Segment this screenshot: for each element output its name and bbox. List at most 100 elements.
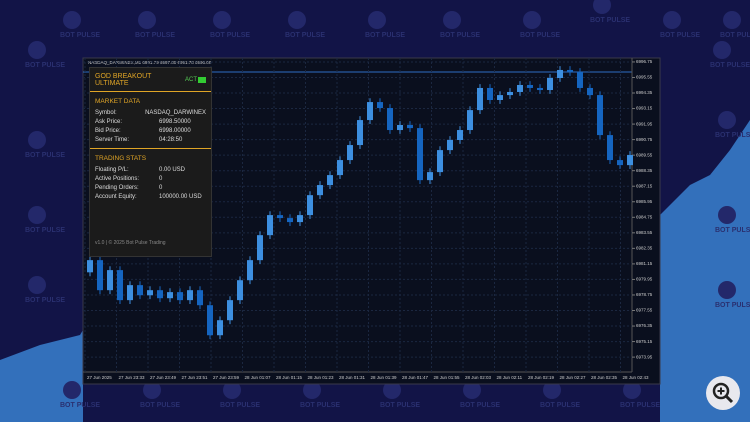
watermark-logo [28, 206, 46, 224]
candle-body [357, 120, 363, 146]
candle-body [387, 108, 393, 131]
watermark-logo [718, 206, 736, 224]
watermark: BOT PULSE [140, 402, 180, 409]
info-row: Pending Orders: 0 [90, 183, 211, 192]
info-value: 0 [159, 184, 163, 191]
watermark-logo [593, 0, 611, 14]
candle-body [397, 124, 403, 131]
time-label: 27 Jun 2025 [87, 375, 112, 380]
candle-body [457, 130, 463, 141]
price-label: 6993.15 [636, 106, 653, 111]
candle-body [417, 128, 423, 181]
watermark: BOT PULSE [25, 227, 65, 234]
info-value: 04:28:50 [159, 136, 183, 143]
price-label: 6985.95 [636, 199, 653, 204]
price-label: 6995.55 [636, 75, 653, 80]
watermark: BOT PULSE [590, 17, 630, 24]
candle-body [577, 72, 583, 88]
watermark-logo [28, 131, 46, 149]
watermark: BOT PULSE [520, 32, 560, 39]
info-label: Active Positions: [95, 175, 140, 182]
info-label: Symbol: [95, 109, 117, 116]
candle-body [507, 91, 513, 96]
price-label: 6976.35 [636, 323, 653, 328]
price-label: 6984.75 [636, 214, 653, 219]
watermark: BOT PULSE [25, 297, 65, 304]
time-label: 28 Jun 02:11 [497, 375, 523, 380]
candle-body [297, 215, 303, 223]
time-label: 28 Jun 01:31 [339, 375, 366, 380]
watermark: BOT PULSE [135, 32, 175, 39]
price-label: 6996.75 [636, 59, 653, 64]
price-label: 6981.15 [636, 261, 653, 266]
panel-sections: MARKET DATA Symbol: NASDAQ_DARWINEX Ask Pri… [90, 92, 211, 201]
candle-body [587, 87, 593, 96]
watermark-logo [383, 381, 401, 399]
price-label: 6994.35 [636, 90, 653, 95]
info-value: 6998.50000 [159, 118, 191, 125]
watermark: BOT PULSE [285, 32, 325, 39]
candle-body [487, 87, 493, 101]
watermark: BOT PULSE [715, 227, 750, 234]
candle-body [477, 87, 483, 111]
time-label: 28 Jun 02:19 [528, 375, 555, 380]
candle-body [267, 215, 273, 236]
candle-body [467, 110, 473, 131]
candle-body [277, 215, 283, 219]
watermark: BOT PULSE [440, 32, 480, 39]
time-label: 27 Jun 23:59 [213, 375, 240, 380]
info-row: Active Positions: 0 [90, 174, 211, 183]
watermark: BOT PULSE [715, 132, 750, 139]
info-row: Bid Price: 6998.00000 [90, 126, 211, 135]
panel-title: GOD BREAKOUT ULTIMATE [95, 73, 152, 87]
watermark-logo [463, 381, 481, 399]
watermark-logo [718, 111, 736, 129]
candle-body [127, 285, 133, 301]
watermark: BOT PULSE [220, 402, 260, 409]
watermark-logo [543, 381, 561, 399]
info-value: 6998.00000 [159, 127, 191, 134]
candle-body [537, 87, 543, 91]
watermark-logo [303, 381, 321, 399]
candle-body [497, 95, 503, 101]
watermark-logo [368, 11, 386, 29]
status-text: ACT [185, 77, 197, 83]
candle-body [617, 160, 623, 166]
candle-body [177, 292, 183, 301]
candle-body [517, 84, 523, 92]
watermark: BOT PULSE [620, 402, 660, 409]
candle-body [627, 155, 633, 166]
watermark: BOT PULSE [60, 32, 100, 39]
background-area [660, 120, 750, 422]
watermark: BOT PULSE [660, 32, 700, 39]
watermark-logo [663, 11, 681, 29]
watermark: BOT PULSE [540, 402, 580, 409]
watermark-logo [223, 381, 241, 399]
watermark-logo [213, 11, 231, 29]
zoom-button[interactable] [706, 376, 740, 410]
panel-footer: v1.0 | © 2025 Bot Pulse Trading [95, 240, 166, 246]
candle-body [107, 270, 113, 291]
candle-body [87, 260, 93, 273]
time-label: 27 Jun 23:33 [119, 375, 146, 380]
watermark: BOT PULSE [25, 62, 65, 69]
candle-body [367, 102, 373, 121]
separator [90, 148, 211, 149]
watermark: BOT PULSE [460, 402, 500, 409]
watermark-logo [713, 41, 731, 59]
watermark-logo [28, 41, 46, 59]
zoom-icon [712, 382, 734, 404]
time-label: 28 Jun 02:03 [465, 375, 492, 380]
time-label: 27 Jun 23:49 [150, 375, 177, 380]
watermark-logo [138, 11, 156, 29]
watermark: BOT PULSE [380, 402, 420, 409]
candle-body [157, 290, 163, 299]
info-row: Server Time: 04:28:50 [90, 135, 211, 144]
candle-body [327, 175, 333, 186]
candle-body [207, 305, 213, 336]
price-label: 6987.15 [636, 183, 653, 188]
watermark-logo [443, 11, 461, 29]
candle-body [257, 235, 263, 261]
price-label: 6988.35 [636, 168, 653, 173]
price-label: 6975.15 [636, 339, 653, 344]
